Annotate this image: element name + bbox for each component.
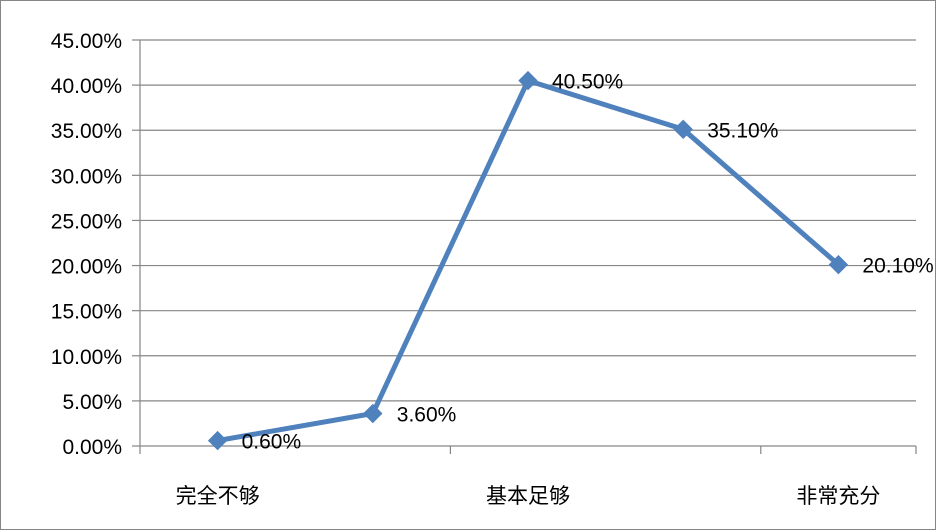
data-point-marker (207, 430, 228, 451)
data-label: 0.60% (242, 431, 302, 454)
data-point-marker (363, 403, 383, 424)
data-point-marker (518, 70, 538, 91)
y-tick-label: 0.00% (62, 436, 122, 459)
y-tick-label: 45.00% (51, 30, 122, 53)
data-label: 20.10% (862, 255, 933, 278)
y-tick-label: 30.00% (51, 165, 122, 188)
data-point-marker (673, 119, 693, 140)
data-point-marker (828, 254, 849, 275)
axes (139, 40, 916, 447)
y-tick-label: 15.00% (51, 301, 122, 324)
y-tick-label: 35.00% (51, 120, 122, 143)
y-tick-label: 40.00% (51, 75, 122, 98)
y-tick-label: 20.00% (51, 256, 122, 279)
x-tick-label: 基本足够 (486, 484, 570, 508)
x-tick-label: 完全不够 (176, 484, 260, 508)
gridlines (140, 39, 916, 402)
y-tick-label: 25.00% (51, 210, 122, 233)
x-tick-label: 非常充分 (796, 484, 880, 508)
x-axis-ticks: 完全不够 基本足够 非常充分 (139, 446, 917, 508)
y-axis-ticks: 0.00% 5.00% 10.00% 15.00% 20.00% 25.00% 30.00%… (51, 30, 140, 459)
y-tick-label: 10.00% (51, 346, 122, 369)
series (207, 70, 849, 451)
data-label: 40.50% (552, 71, 623, 94)
y-tick-label: 5.00% (62, 391, 122, 414)
data-label: 35.10% (707, 119, 778, 142)
data-label: 3.60% (397, 404, 457, 427)
data-labels: 0.60% 3.60% 40.50% 35.10% 20.10% (242, 71, 934, 454)
